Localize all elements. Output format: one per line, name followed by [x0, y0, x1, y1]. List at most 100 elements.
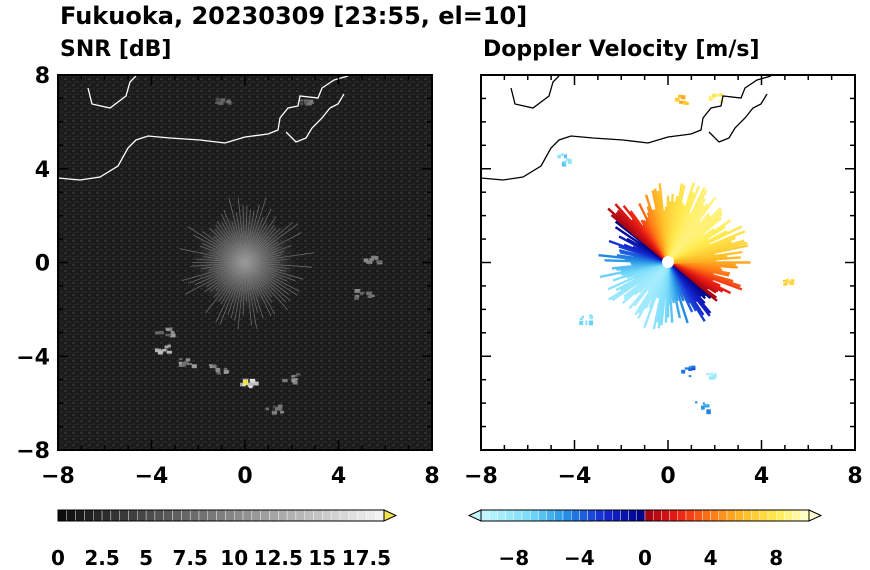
doppler-echo-pixel: [566, 158, 571, 161]
doppler-coastline: [481, 75, 772, 181]
snr-coastline: [58, 75, 349, 181]
colorbar-segment: [661, 509, 670, 522]
doppler-echo-pixel: [703, 403, 709, 406]
doppler-echo-pixel: [564, 160, 567, 165]
colorbar-segment: [189, 509, 200, 522]
snr-echo-pixel: [170, 330, 175, 334]
doppler-echo-pixel: [784, 282, 788, 285]
colorbar-segment: [154, 509, 164, 522]
snr-echo-pixel: [154, 348, 159, 353]
y-tick-label: 8: [35, 64, 50, 89]
snr-echo-pixel: [248, 382, 254, 386]
doppler-center-rays: [598, 182, 751, 330]
snr-echo-pixel: [211, 364, 217, 368]
doppler-colorbar: −8 −4 0 4 8: [467, 509, 823, 570]
doppler-coastline-north: [510, 75, 560, 109]
colorbar-extend-max: [808, 509, 823, 522]
colorbar-tick-label: 12.5: [254, 546, 303, 570]
doppler-echo-pixel: [681, 369, 686, 374]
radar-site: [662, 256, 674, 268]
colorbar-segment: [530, 509, 539, 522]
colorbar-segment: [776, 509, 785, 522]
colorbar-segment: [710, 509, 719, 522]
doppler-echo-pixel: [711, 93, 717, 98]
snr-panel: −8 −4 0 4 8 8 4 0 −4 −8: [16, 64, 439, 489]
figure-title: Fukuoka, 20230309 [23:55, el=10]: [60, 2, 527, 30]
colorbar-tick-label: 7.5: [172, 546, 207, 570]
colorbar-segment: [137, 509, 147, 522]
doppler-ray: [667, 259, 717, 264]
colorbar-segment: [234, 509, 244, 522]
snr-echo-pixel: [304, 102, 308, 106]
colorbar-segment: [644, 509, 654, 522]
doppler-echo-pixel: [561, 161, 567, 167]
colorbar-segment: [718, 509, 728, 522]
snr-echo-pixel: [216, 371, 221, 375]
snr-echo-pixel: [292, 374, 298, 377]
snr-echo-pixel: [215, 98, 221, 101]
snr-echo-pixel: [181, 362, 187, 367]
doppler-echo-pixel: [561, 153, 564, 156]
snr-echo-pixel: [303, 99, 309, 102]
doppler-echo-pixel: [567, 159, 572, 164]
snr-echo-pixel: [272, 405, 276, 408]
snr-echo-pixel: [282, 378, 288, 383]
colorbar-segment: [374, 509, 385, 522]
colorbar-segment: [163, 509, 173, 522]
snr-echo-pixel: [377, 260, 382, 264]
colorbar-segment: [322, 509, 332, 522]
colorbar-segment: [313, 509, 323, 522]
snr-colorbar: 0 2.5 5 7.5 10 12.5 15 17.5: [51, 509, 398, 570]
colorbar-segment: [269, 509, 279, 522]
doppler-echo-pixel: [706, 409, 711, 415]
colorbar-segment: [251, 509, 261, 522]
colorbar-segment: [75, 509, 85, 522]
colorbar-segment: [304, 509, 314, 522]
doppler-echo-pixel: [718, 93, 723, 97]
snr-echo-pixel: [166, 328, 170, 332]
snr-echo-pixel: [164, 346, 168, 351]
colorbar-segment: [521, 509, 531, 522]
doppler-ticks: −8 −4 0 4 8: [464, 74, 863, 489]
snr-echo-pixel: [155, 331, 161, 335]
colorbar-segment: [93, 509, 103, 522]
snr-echo-pixel: [354, 296, 359, 300]
snr-echo-pixel: [363, 258, 369, 263]
colorbar-segment: [489, 509, 498, 522]
snr-echo-pixel: [278, 405, 283, 408]
colorbar-segment: [767, 509, 777, 522]
snr-ticks: −8 −4 0 4 8 8 4 0 −4 −8: [16, 64, 439, 489]
snr-echo-pixel: [359, 291, 365, 294]
doppler-echo-pixel: [710, 95, 716, 99]
colorbar-segment: [357, 509, 367, 522]
colorbar-segment: [348, 509, 358, 522]
doppler-echo-pixel: [695, 401, 698, 404]
snr-echo-pixel: [291, 378, 296, 383]
colorbar-segment: [278, 509, 288, 522]
x-tick-label: 0: [660, 464, 675, 489]
doppler-echo-pixel: [688, 367, 693, 371]
doppler-echo-pixel: [782, 279, 787, 282]
colorbar-segment: [800, 509, 810, 522]
colorbar-segment: [366, 509, 376, 522]
doppler-echo-pixel: [557, 154, 561, 159]
snr-echo-pixel: [271, 410, 278, 415]
snr-echo-pixel: [252, 381, 259, 386]
snr-echo-pixel: [218, 101, 224, 105]
doppler-echo-pixel: [674, 97, 680, 102]
colorbar-segment: [562, 509, 572, 522]
colorbar-segment: [207, 509, 217, 522]
colorbar-segment: [636, 509, 646, 522]
snr-echo-pixel: [294, 378, 298, 381]
snr-echo-pixel: [185, 358, 191, 362]
colorbar-frame: [480, 509, 810, 522]
snr-echo-pixel: [248, 385, 253, 389]
snr-echo-pixel: [186, 362, 192, 366]
colorbar-segment: [84, 509, 94, 522]
snr-echo-pixel: [296, 373, 301, 376]
snr-echo-pixel: [360, 292, 364, 296]
x-tick-label: −4: [135, 464, 169, 489]
colorbar-segment: [101, 509, 112, 522]
colorbar-segment: [242, 509, 253, 522]
doppler-echoes: [557, 93, 795, 415]
